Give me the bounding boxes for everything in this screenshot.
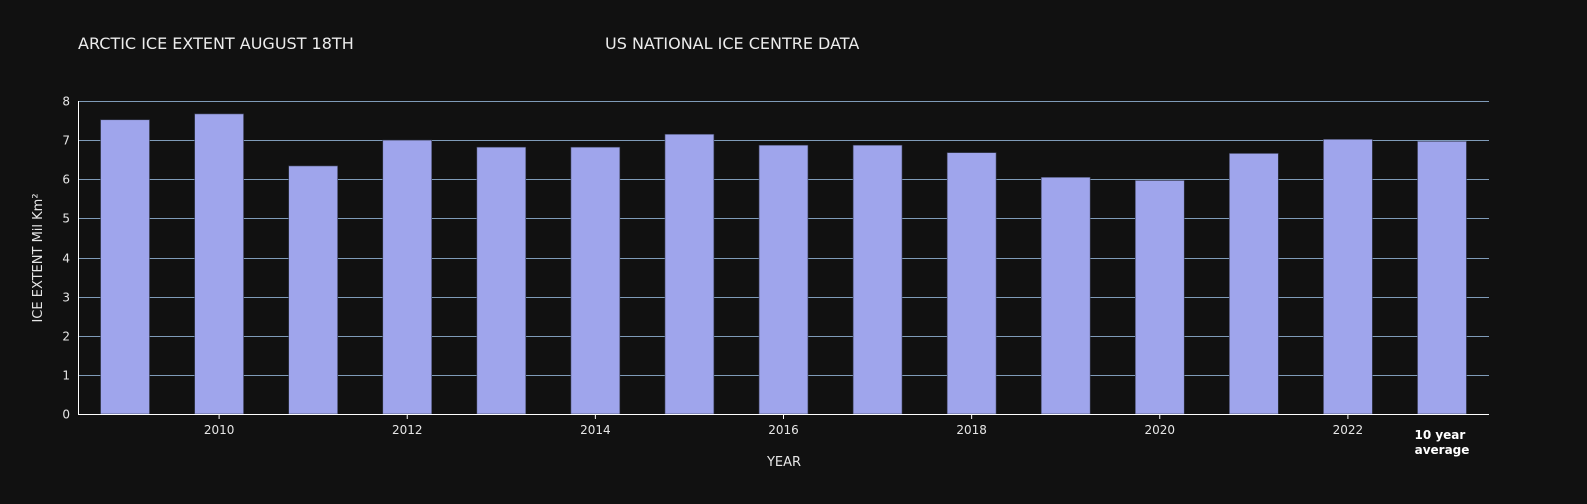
bar-2018[interactable]	[946, 152, 997, 415]
bar-10-year-average[interactable]	[1417, 140, 1467, 415]
bar-2014[interactable]	[570, 146, 621, 415]
y-tick-label: 7	[62, 134, 70, 148]
y-axis-title: ICE EXTENT Mil Km²	[31, 193, 46, 322]
y-tick-label: 6	[62, 173, 70, 187]
bar-2009[interactable]	[100, 119, 150, 415]
bar-2013[interactable]	[476, 146, 527, 415]
bar-2017[interactable]	[852, 144, 903, 415]
y-tick-label: 5	[62, 212, 70, 226]
x-tick-label: 2020	[1144, 423, 1175, 437]
x-tick-label: 2010	[204, 423, 235, 437]
bars	[100, 113, 1467, 415]
bar-2012[interactable]	[382, 139, 432, 415]
bar-2015[interactable]	[664, 133, 715, 415]
y-tick-label: 0	[62, 408, 70, 422]
y-tick-label: 2	[62, 330, 70, 344]
x-axis-ticks: 2010 2012 2014 2016 2018 2020 2022	[204, 414, 1363, 437]
x-tick-label: 2018	[956, 423, 987, 437]
bar-2019[interactable]	[1040, 176, 1091, 415]
average-tick-label: 10 year average	[1414, 428, 1469, 457]
chart-subtitle: US NATIONAL ICE CENTRE DATA	[605, 34, 859, 53]
chart-title: ARCTIC ICE EXTENT AUGUST 18TH	[78, 34, 354, 53]
y-axis-ticks: 0 1 2 3 4 5 6 7 8	[62, 95, 70, 422]
average-label-line-1: 10 year	[1414, 428, 1465, 442]
bar-2010[interactable]	[194, 113, 244, 415]
x-axis-title: YEAR	[766, 455, 801, 470]
x-tick-label: 2014	[580, 423, 611, 437]
average-label-line-2: average	[1415, 443, 1470, 457]
bar-2011[interactable]	[288, 165, 338, 415]
bar-2021[interactable]	[1229, 153, 1279, 415]
x-tick-label: 2012	[392, 423, 423, 437]
x-tick-label: 2022	[1333, 423, 1364, 437]
y-tick-label: 3	[62, 291, 70, 305]
bar-2016[interactable]	[758, 144, 809, 415]
bar-2022[interactable]	[1323, 139, 1373, 415]
y-tick-label: 8	[62, 95, 70, 109]
x-tick-label: 2016	[768, 423, 799, 437]
y-tick-label: 4	[62, 252, 70, 266]
bar-2020[interactable]	[1135, 180, 1185, 415]
y-tick-label: 1	[62, 369, 70, 383]
